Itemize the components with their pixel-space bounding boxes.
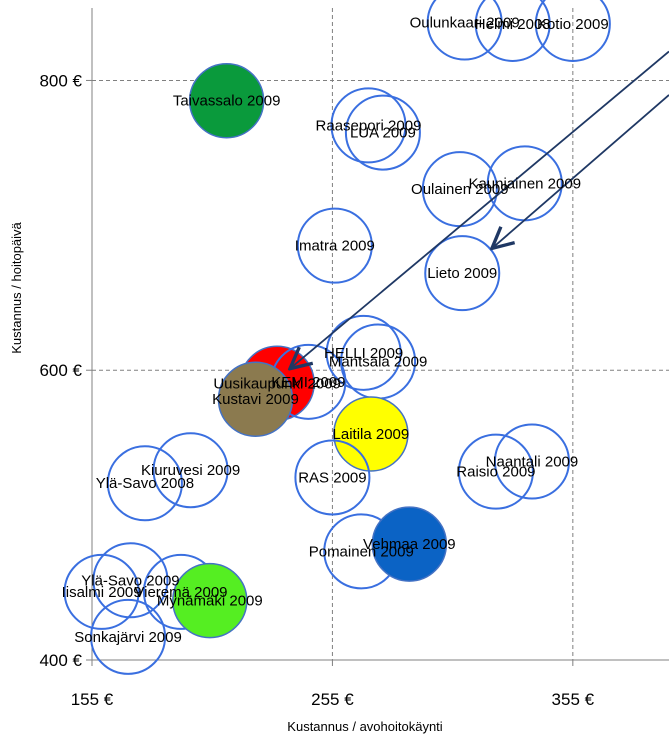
- bubble-label: Helmi 2008: [475, 16, 551, 33]
- y-axis-title: Kustannus / hoitopäivä: [9, 221, 24, 353]
- bubble-label: Ylä-Savo 2008: [96, 475, 194, 492]
- bubble-label: Imatra 2009: [295, 238, 375, 255]
- bubble-label: Oulunkaari 2009: [410, 14, 520, 31]
- bubble-label: Laitila 2009: [333, 426, 410, 443]
- y-tick-label: 400 €: [39, 651, 82, 670]
- bubble-label: Ylä-Savo 2009: [81, 572, 179, 589]
- bubble: [534, 0, 611, 62]
- bubble: [152, 432, 229, 509]
- bubble-label: Vehmaa 2009: [363, 536, 456, 553]
- bubble: [493, 423, 570, 500]
- x-tick-label: 155 €: [71, 690, 114, 709]
- bubble-label: Taivassalo 2009: [173, 93, 281, 110]
- bubble-label: Lieto 2009: [427, 265, 497, 282]
- bubble: [217, 361, 294, 437]
- bubble-label: Kiuruvesi 2009: [141, 462, 240, 479]
- bubble: [344, 94, 421, 171]
- bubble-label: Sonkajärvi 2009: [74, 629, 182, 646]
- bubble: [333, 396, 409, 472]
- bubble-label: Uusikaupunki 2009: [213, 375, 341, 392]
- bubble-label: Kustavi 2009: [212, 391, 299, 408]
- y-tick-label: 600 €: [39, 361, 82, 380]
- bubble-label: HELLI 2009: [324, 345, 403, 362]
- bubble: [371, 506, 448, 582]
- bubble-label: Pomainen 2009: [309, 543, 414, 560]
- bubble-label: Mynämäki 2009: [157, 593, 263, 610]
- bubble-label: KEMI 2009: [271, 374, 345, 391]
- bubble: [325, 314, 402, 391]
- bubble: [106, 445, 183, 522]
- annotation-arrow: [292, 50, 669, 367]
- tick-labels: 400 € 600 € 800 € 155 € 255 € 355 €: [39, 71, 594, 709]
- x-axis-title: Kustannus / avohoitokäynti: [287, 719, 442, 734]
- bubble: [188, 62, 265, 139]
- bubble: [172, 562, 248, 639]
- bubble: [63, 553, 140, 630]
- bubble-label: Raisio 2009: [456, 464, 535, 481]
- bubble-label: Kauniainen 2009: [468, 175, 581, 192]
- bubble: [90, 598, 167, 675]
- bubble-label: Naantali 2009: [486, 454, 579, 471]
- bubble-label: Kotio 2009: [537, 16, 609, 33]
- annotation-arrow: [493, 94, 669, 247]
- bubble: [474, 0, 551, 62]
- y-tick-label: 800 €: [39, 71, 82, 90]
- bubble-label: Mantsala 2009: [329, 354, 427, 371]
- bubble-label: Raasepori 2009: [316, 117, 422, 134]
- x-tick-label: 355 €: [552, 690, 595, 709]
- bubble-label: LUA 2009: [350, 125, 416, 142]
- bubble: [296, 207, 373, 284]
- bubble-label: Oulainen 2009: [411, 181, 509, 198]
- bubble: [424, 235, 501, 312]
- bubble: [92, 542, 169, 619]
- annotation-arrows: [292, 50, 669, 367]
- bubbles: [63, 0, 611, 675]
- axes: [86, 8, 669, 666]
- bubble: [457, 433, 534, 510]
- bubble-label: RAS 2009: [298, 469, 366, 486]
- bubble: [426, 0, 503, 61]
- bubble: [330, 87, 407, 164]
- x-tick-label: 255 €: [311, 690, 354, 709]
- bubble: [294, 439, 371, 516]
- bubble-label: Iisalmi 2009: [62, 584, 142, 601]
- bubble-label: Vieremä 2009: [134, 584, 227, 601]
